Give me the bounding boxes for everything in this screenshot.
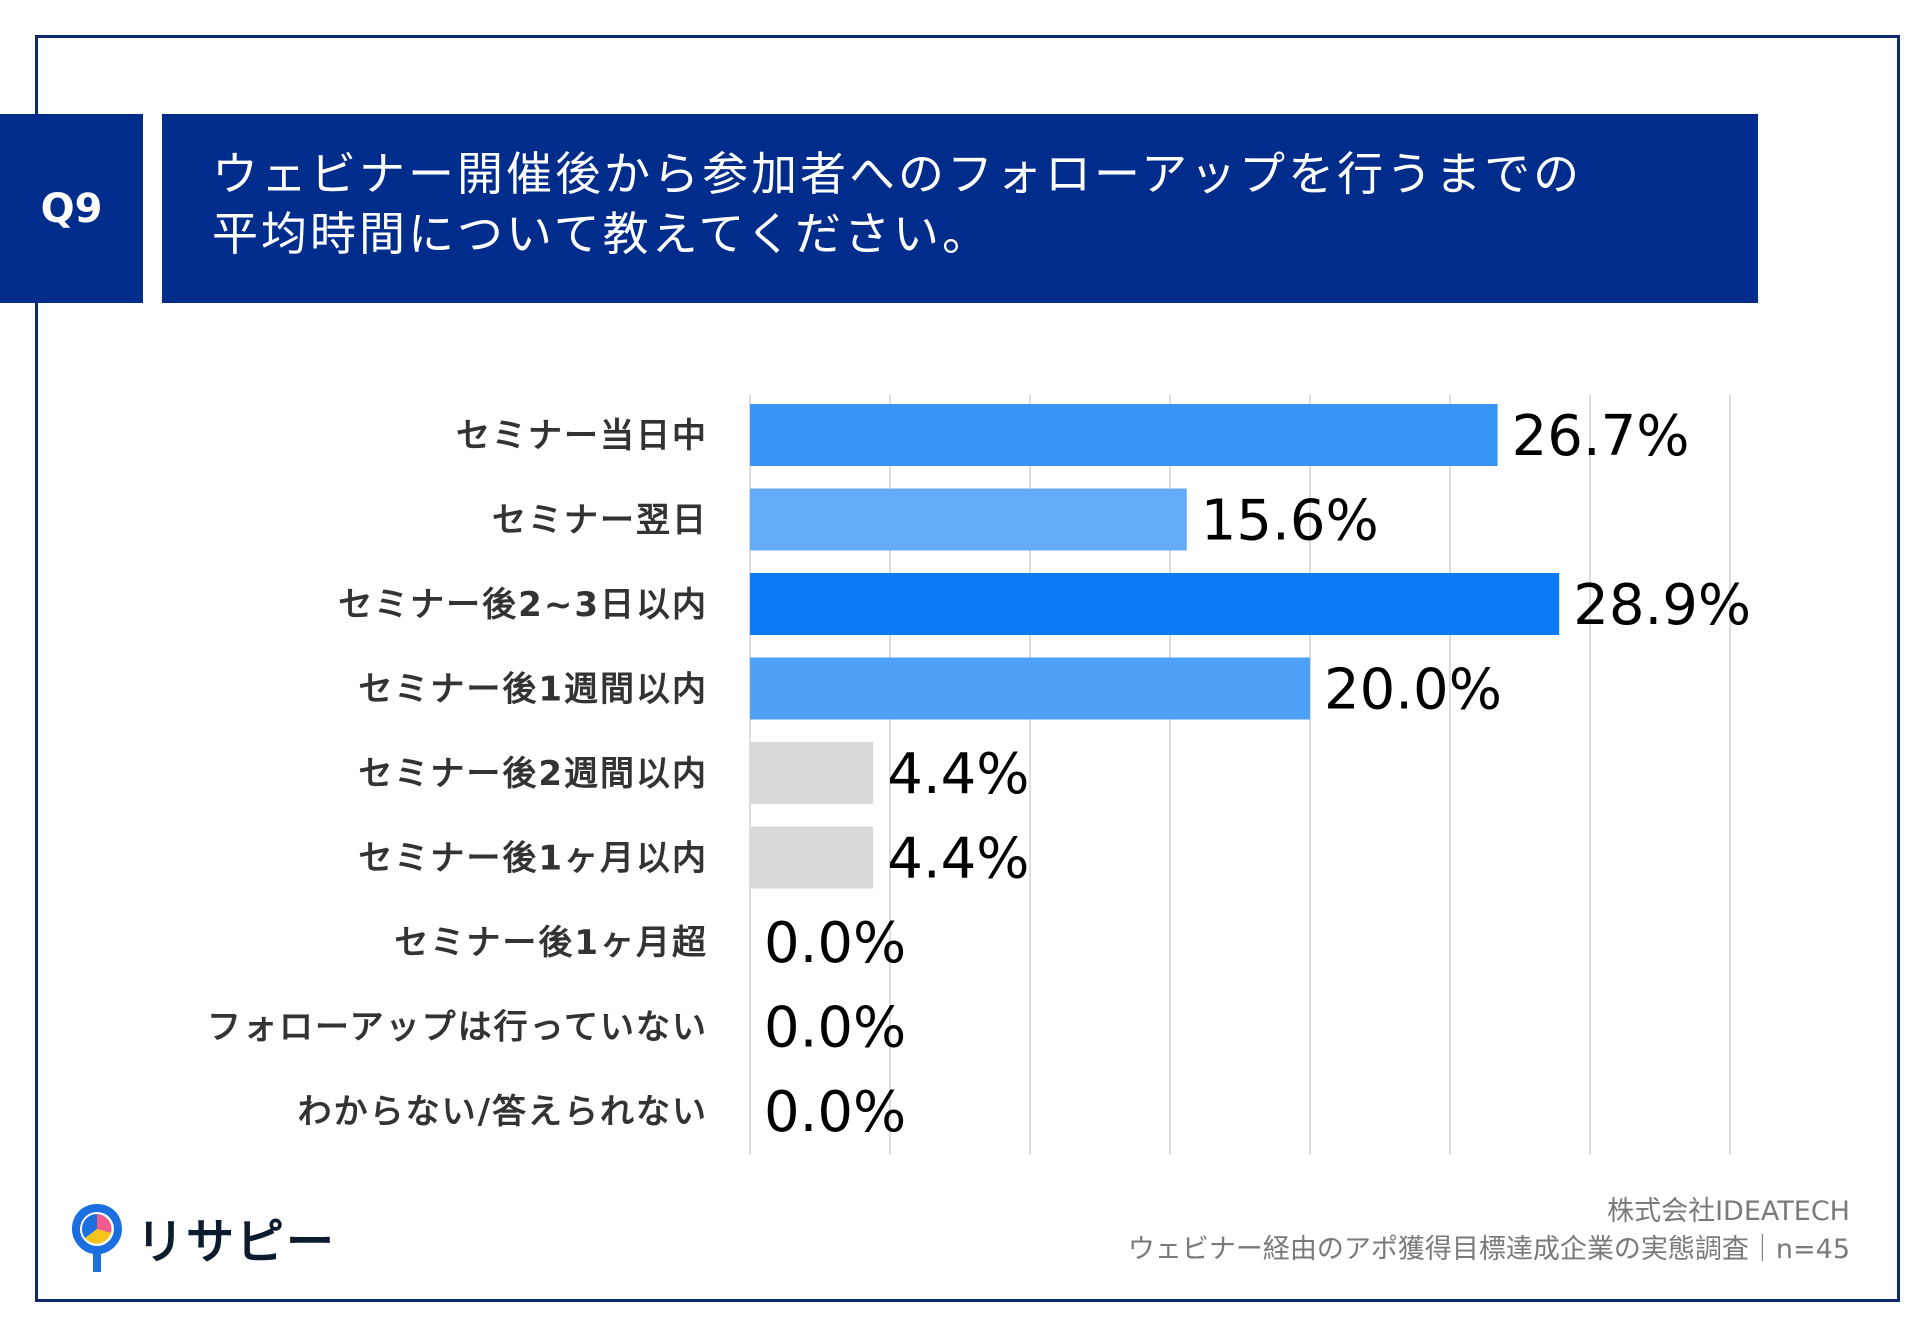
bar-2 xyxy=(750,573,1560,635)
bar-0 xyxy=(750,404,1498,466)
outer-frame xyxy=(35,35,1900,1302)
value-label-3: 20.0% xyxy=(1324,658,1502,723)
question-text-line2: 平均時間について教えてください。 xyxy=(212,207,991,261)
value-label-4: 4.4% xyxy=(887,742,1029,807)
value-label-6: 0.0% xyxy=(764,911,906,976)
value-label-5: 4.4% xyxy=(887,827,1029,892)
category-label-4: セミナー後2週間以内 xyxy=(358,754,708,794)
footer-survey: ウェビナー経由のアポ獲得目標達成企業の実態調査｜n=45 xyxy=(1127,1234,1850,1265)
risapy-pin-icon xyxy=(72,1204,122,1272)
category-label-6: セミナー後1ヶ月超 xyxy=(394,923,708,963)
bar-4 xyxy=(750,742,874,804)
category-label-3: セミナー後1週間以内 xyxy=(358,670,708,710)
value-label-8: 0.0% xyxy=(764,1080,906,1145)
footer-company: 株式会社IDEATECH xyxy=(1607,1196,1850,1227)
category-label-5: セミナー後1ヶ月以内 xyxy=(358,839,708,879)
question-header: ウェビナー開催後から参加者へのフォローアップを行うまでの 平均時間について教えて… xyxy=(162,114,1758,303)
bar-5 xyxy=(750,826,874,889)
logo-text: リサピー xyxy=(136,1214,337,1270)
category-label-7: フォローアップは行っていない xyxy=(207,1008,708,1048)
bar-3 xyxy=(750,657,1310,720)
value-label-0: 26.7% xyxy=(1512,404,1690,469)
value-label-2: 28.9% xyxy=(1573,573,1751,638)
question-number-badge: Q9 xyxy=(0,114,143,303)
bar-1 xyxy=(750,488,1187,551)
category-label-2: セミナー後2~3日以内 xyxy=(338,585,708,625)
category-label-0: セミナー当日中 xyxy=(456,416,708,456)
question-number: Q9 xyxy=(40,185,103,232)
question-text-line1: ウェビナー開催後から参加者へのフォローアップを行うまでの xyxy=(212,147,1583,201)
value-label-7: 0.0% xyxy=(764,996,906,1061)
risapy-logo: リサピー xyxy=(68,1200,336,1274)
category-label-1: セミナー翌日 xyxy=(492,501,708,541)
category-label-8: わからない/答えられない xyxy=(298,1092,708,1132)
value-label-1: 15.6% xyxy=(1201,489,1379,554)
footer-credit: 株式会社IDEATECH ウェビナー経由のアポ獲得目標達成企業の実態調査｜n=4… xyxy=(1128,1193,1850,1269)
